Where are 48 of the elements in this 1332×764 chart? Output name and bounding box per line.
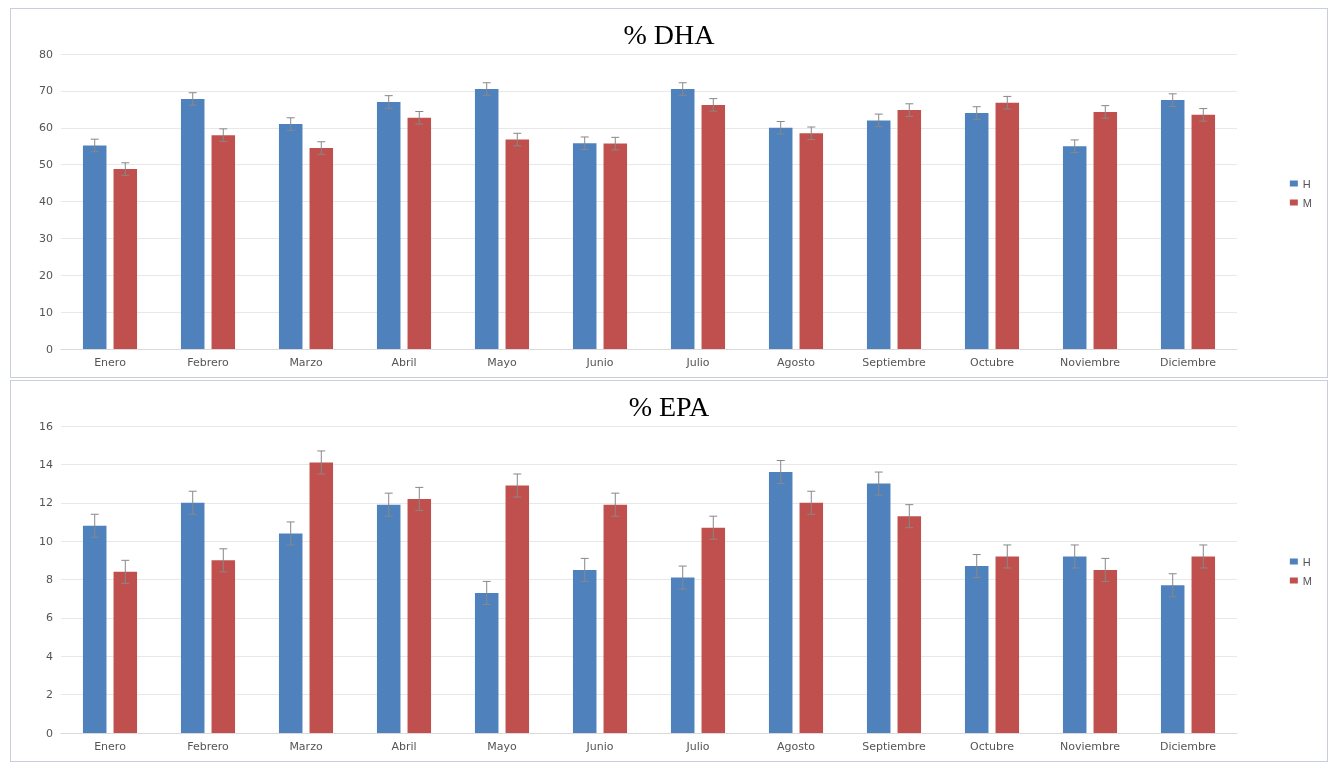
chart-title: % EPA [628, 390, 711, 422]
x-tick-label: Noviembre [1059, 356, 1121, 369]
x-tick-label: Septiembre [862, 740, 927, 753]
x-tick-label: Diciembre [1159, 356, 1217, 369]
y-tick-label: 16 [39, 419, 53, 433]
legend-label: H [1302, 177, 1311, 190]
legend-label: H [1302, 555, 1311, 568]
y-tick-label: 12 [39, 496, 53, 510]
x-tick-label: Mayo [487, 356, 517, 369]
y-tick-label: 10 [39, 305, 53, 319]
y-tick-label: 2 [46, 688, 53, 702]
legend-label: M [1302, 574, 1313, 587]
y-tick-label: 20 [39, 268, 53, 282]
x-tick-label: Febrero [187, 740, 230, 753]
x-tick-label: Agosto [776, 740, 816, 753]
y-tick-label: 80 [39, 47, 53, 61]
x-tick-label: Mayo [487, 740, 517, 753]
x-tick-label: Junio [585, 356, 614, 369]
legend-label: M [1302, 196, 1313, 209]
y-tick-label: 6 [46, 611, 53, 625]
y-tick-label: 4 [46, 649, 53, 663]
y-tick-label: 70 [39, 84, 53, 98]
chart-title: % DHA [623, 18, 716, 50]
x-tick-label: Septiembre [862, 356, 927, 369]
x-tick-label: Junio [585, 740, 614, 753]
y-tick-label: 8 [46, 573, 53, 586]
x-tick-label: Julio [685, 740, 710, 753]
y-tick-label: 0 [46, 726, 53, 740]
y-tick-label: 30 [39, 231, 53, 245]
x-tick-label: Marzo [289, 740, 323, 753]
x-tick-label: Enero [94, 740, 127, 753]
y-tick-label: 10 [39, 534, 53, 548]
x-tick-label: Abril [391, 356, 417, 369]
x-tick-label: Octubre [969, 356, 1015, 369]
x-tick-label: Enero [94, 356, 127, 369]
x-tick-label: Diciembre [1159, 740, 1217, 753]
x-tick-label: Agosto [776, 356, 816, 369]
y-tick-label: 0 [46, 342, 53, 356]
x-tick-label: Marzo [289, 356, 323, 369]
y-tick-label: 50 [39, 158, 53, 172]
y-tick-label: 14 [39, 457, 53, 471]
y-tick-label: 60 [39, 121, 53, 135]
x-tick-label: Febrero [187, 356, 230, 369]
x-tick-label: Noviembre [1059, 740, 1121, 753]
x-tick-label: Abril [391, 740, 417, 753]
x-tick-label: Julio [685, 356, 710, 369]
y-tick-label: 40 [39, 195, 53, 208]
x-tick-label: Octubre [969, 740, 1015, 753]
